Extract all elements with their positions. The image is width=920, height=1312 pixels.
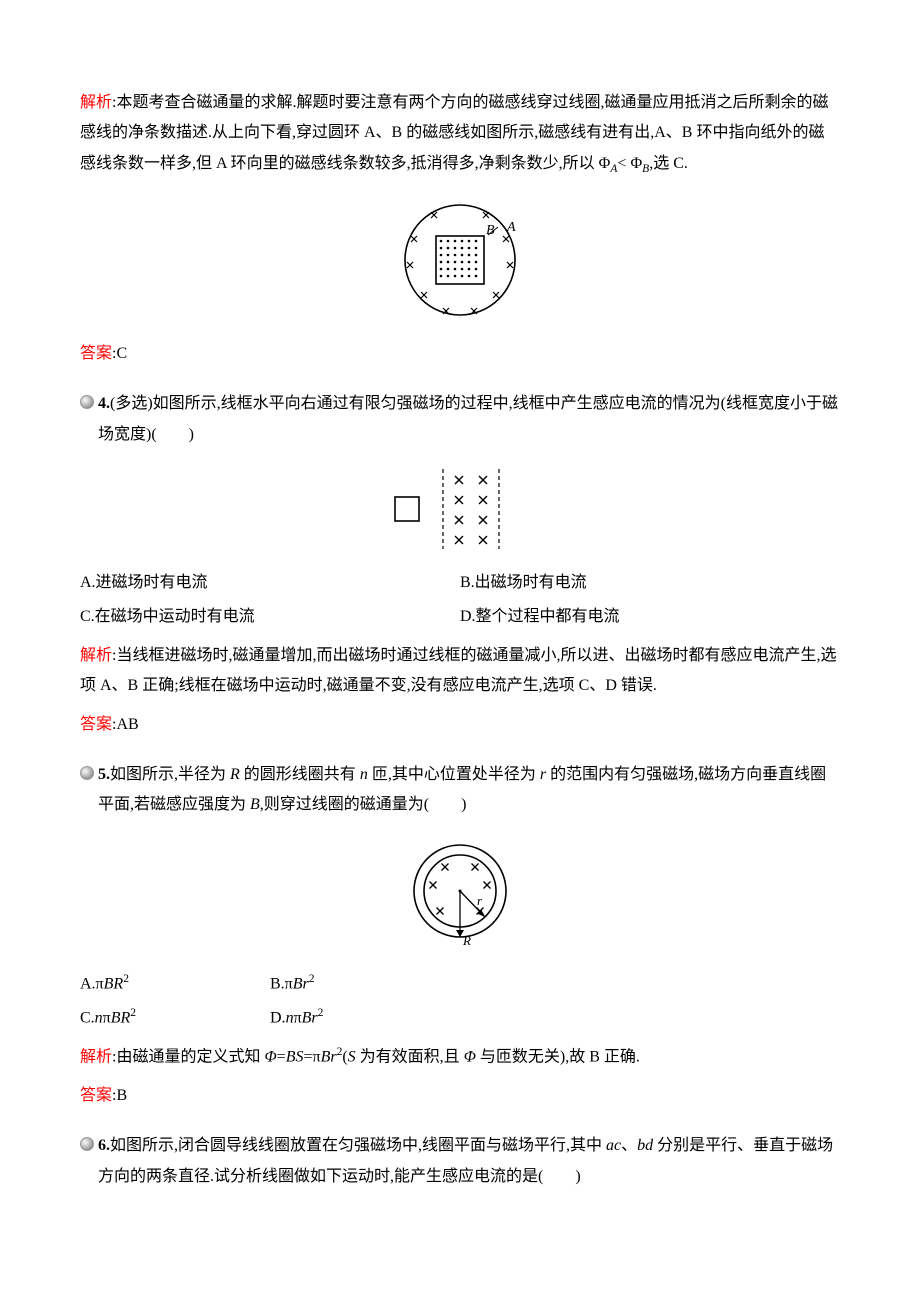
q5-options-row1: A.πBR2 B.πBr2 [80, 969, 840, 1000]
q5-figure: r R [80, 835, 840, 955]
q3-answer-text: :C [112, 345, 127, 362]
q6: 6.如图所示,闭合圆导线线圈放置在匀强磁场中,线圈平面与磁场平行,其中 ac、b… [80, 1131, 840, 1192]
q4-analysis-text: :当线框进磁场时,磁通量增加,而出磁场时通过线框的磁通量减小,所以进、出磁场时都… [80, 647, 836, 694]
phi-rel: < Φ [617, 155, 642, 172]
q3-answer: 答案:C [80, 339, 840, 369]
q4: 4.(多选)如图所示,线框水平向右通过有限匀强磁场的过程中,线框中产生感应电流的… [80, 389, 840, 450]
q4-opt-b: B.出磁场时有电流 [460, 568, 840, 598]
q5-answer-text: :B [112, 1087, 127, 1104]
q4-opt-d: D.整个过程中都有电流 [460, 602, 840, 632]
q4-tag: (多选) [110, 395, 153, 412]
v: B [250, 796, 260, 813]
t: 匝,其中心位置处半径为 [368, 766, 540, 783]
svg-text:r: r [477, 893, 483, 908]
q4-figure [80, 464, 840, 554]
v: n [360, 766, 368, 783]
q4-answer-text: :AB [112, 716, 139, 733]
q5-answer: 答案:B [80, 1081, 840, 1111]
q3-analysis: 解析:本题考查合磁通量的求解.解题时要注意有两个方向的磁感线穿过线圈,磁通量应用… [80, 88, 840, 181]
q3-figure: A B [80, 195, 840, 325]
v: R [230, 766, 240, 783]
q3-analysis-text: :本题考查合磁通量的求解.解题时要注意有两个方向的磁感线穿过线圈,磁通量应用抵消… [80, 94, 828, 172]
q4-analysis: 解析:当线框进磁场时,磁通量增加,而出磁场时通过线框的磁通量减小,所以进、出磁场… [80, 641, 840, 702]
t: 的圆形线圈共有 [240, 766, 360, 783]
q6-num: 6. [98, 1137, 110, 1154]
q5-num: 5. [98, 766, 110, 783]
q4-num: 4. [98, 395, 110, 412]
q5-opt-c: C.nπBR2 [80, 1003, 270, 1034]
t: 如图所示,半径为 [110, 766, 230, 783]
analysis-label: 解析 [80, 94, 112, 111]
q4-answer: 答案:AB [80, 710, 840, 740]
q5: 5.如图所示,半径为 R 的圆形线圈共有 n 匝,其中心位置处半径为 r 的范围… [80, 760, 840, 821]
answer-label: 答案 [80, 345, 112, 362]
q5-opt-a: A.πBR2 [80, 969, 270, 1000]
q5-options-row2: C.nπBR2 D.nπBr2 [80, 1003, 840, 1034]
svg-text:A: A [506, 220, 516, 235]
dot-icon [80, 766, 94, 780]
v: bd [637, 1137, 653, 1154]
analysis-label: 解析 [80, 647, 112, 664]
q4-opt-a: A.进磁场时有电流 [80, 568, 460, 598]
t: ,则穿过线圈的磁通量为( ) [260, 796, 467, 813]
t: 、 [621, 1137, 637, 1154]
dot-icon [80, 395, 94, 409]
q4-options-row1: A.进磁场时有电流 B.出磁场时有电流 [80, 568, 840, 598]
t: 如图所示,闭合圆导线线圈放置在匀强磁场中,线圈平面与磁场平行,其中 [110, 1137, 606, 1154]
q4-stem: 如图所示,线框水平向右通过有限匀强磁场的过程中,线框中产生感应电流的情况为(线框… [98, 395, 838, 442]
analysis-label: 解析 [80, 1049, 112, 1066]
v: ac [606, 1137, 621, 1154]
answer-label: 答案 [80, 716, 112, 733]
q5-opt-b: B.πBr2 [270, 969, 460, 1000]
svg-text:R: R [462, 933, 471, 948]
q4-opt-c: C.在磁场中运动时有电流 [80, 602, 460, 632]
q5-analysis: 解析:由磁通量的定义式知 Φ=BS=πBr2(S 为有效面积,且 Φ 与匝数无关… [80, 1042, 840, 1073]
q4-options-row2: C.在磁场中运动时有电流 D.整个过程中都有电流 [80, 602, 840, 632]
answer-label: 答案 [80, 1087, 112, 1104]
dot-icon [80, 1137, 94, 1151]
q3-tail: ,选 C. [649, 155, 688, 172]
q5-opt-d: D.nπBr2 [270, 1003, 460, 1034]
